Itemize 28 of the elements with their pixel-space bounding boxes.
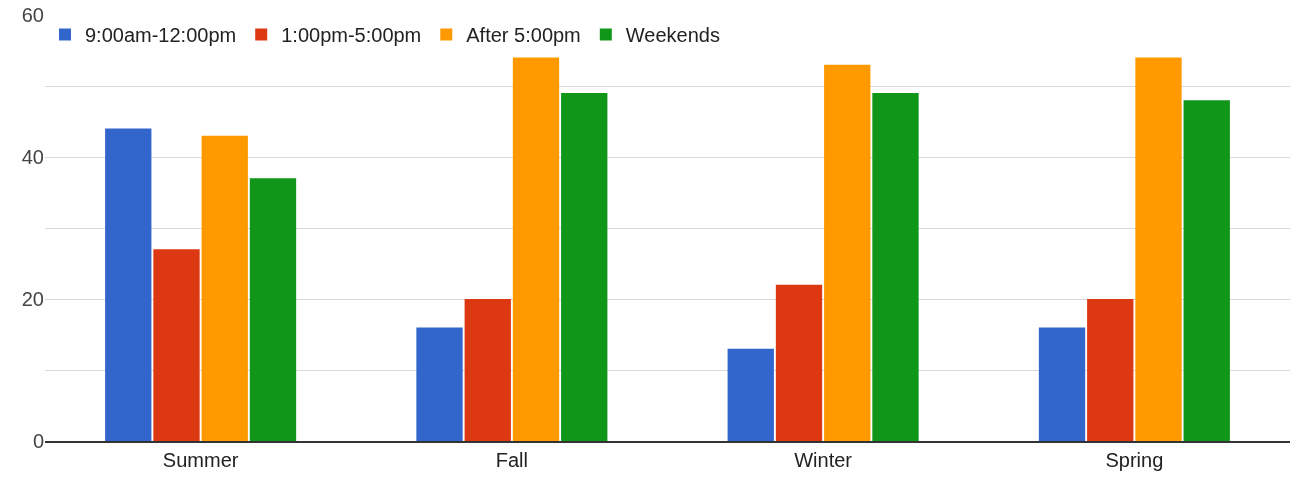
bar [105,128,152,441]
bar [775,284,823,441]
bar [153,249,200,441]
legend-label: 1:00pm-5:00pm [281,24,422,47]
x-tick-label: Winter [794,449,853,471]
legend-label: 9:00am-12:00pm [85,24,237,47]
bar [512,57,560,441]
bar [416,327,463,441]
legend-label: Weekends [625,24,720,47]
bar [872,93,919,441]
y-tick-label: 0 [32,430,44,452]
bar [201,135,248,441]
bar [1087,299,1134,441]
y-tick-label: 20 [21,288,44,310]
legend-label: After 5:00pm [466,24,581,47]
y-tick-label: 60 [21,4,44,26]
bar [464,299,511,441]
bar [249,178,297,441]
x-tick-label: Fall [495,449,528,471]
bar [727,348,774,441]
x-tick-label: Spring [1105,449,1164,471]
bar [1183,100,1230,441]
x-tick-label: Summer [162,449,239,471]
bar [561,93,608,441]
bar [1038,327,1086,441]
y-tick-label: 40 [21,146,44,168]
bar [1135,57,1182,441]
bar [824,64,871,441]
